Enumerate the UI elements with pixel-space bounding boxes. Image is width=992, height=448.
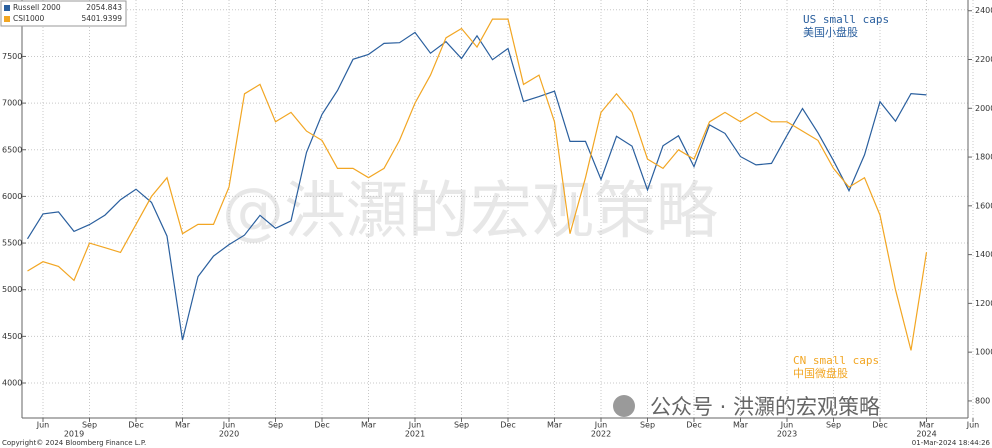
x-tick-label: Jun [966,421,980,430]
y-tick-label: 4500 [2,332,22,341]
x-tick-label: Jun [594,421,608,430]
year-label: 2019 [64,430,84,439]
y2-tick-label: 2400 [975,6,992,15]
annotation: 中国微盘股 [793,366,848,380]
y-tick-label: 6500 [2,145,22,154]
year-label: 2024 [916,430,936,439]
annotation: CN small caps [793,354,879,367]
copyright: Copyright© 2024 Bloomberg Finance L.P. [2,439,146,447]
x-tick-label: Mar [175,421,191,430]
annotation: 美国小盘股 [803,25,858,39]
y2-tick-label: 1000 [975,348,992,357]
annotation: US small caps [803,13,889,26]
x-tick-label: Sep [82,421,97,430]
x-tick-label: Jun [780,421,794,430]
legend-value: 5401.9399 [81,14,122,23]
y2-tick-label: 800 [975,396,990,405]
x-tick-label: Sep [454,421,469,430]
y2-tick-label: 1200 [975,299,992,308]
x-tick-label: Sep [268,421,283,430]
y-tick-label: 7500 [2,52,22,61]
x-tick-label: Mar [547,421,563,430]
x-tick-label: Dec [686,421,701,430]
x-tick-label: Dec [500,421,515,430]
y2-tick-label: 1400 [975,250,992,259]
y-tick-label: 4000 [2,379,22,388]
x-tick-label: Mar [733,421,749,430]
legend-swatch [4,5,10,11]
x-tick-label: Sep [826,421,841,430]
series-line [26,31,927,341]
legend-value: 2054.843 [86,3,122,12]
year-label: 2023 [777,430,797,439]
y2-tick-label: 1600 [975,201,992,210]
year-label: 2021 [405,430,425,439]
x-tick-label: Mar [361,421,377,430]
legend-label: CSI1000 [13,14,45,23]
y2-tick-label: 1800 [975,153,992,162]
x-tick-label: Jun [36,421,50,430]
year-label: 2020 [219,430,239,439]
wechat-icon [613,395,635,417]
x-tick-label: Sep [640,421,655,430]
watermark: @洪灝的宏观策略 [222,174,718,247]
x-tick-label: Dec [314,421,329,430]
y-tick-label: 6000 [2,192,22,201]
timestamp: 01-Mar-2024 18:44:26 [912,439,991,447]
legend-swatch [4,16,10,22]
x-tick-label: Jun [222,421,236,430]
x-tick-label: Jun [408,421,422,430]
y2-tick-label: 2000 [975,104,992,113]
y-tick-label: 5500 [2,239,22,248]
x-tick-label: Mar [919,421,935,430]
x-tick-label: Dec [128,421,143,430]
year-label: 2022 [591,430,611,439]
legend-label: Russell 2000 [13,3,61,12]
legend-box [0,0,127,27]
wechat-label: 公众号 · 洪灝的宏观策略 [650,395,880,419]
y2-tick-label: 2200 [975,55,992,64]
y-tick-label: 5000 [2,285,22,294]
y-tick-label: 7000 [2,99,22,108]
series-line [27,18,928,351]
x-tick-label: Dec [872,421,887,430]
